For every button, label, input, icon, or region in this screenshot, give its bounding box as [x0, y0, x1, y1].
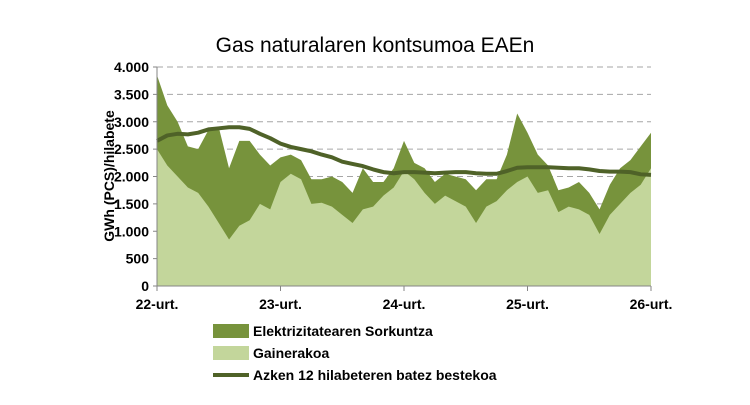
x-tick-label: 25-urt. — [506, 296, 549, 312]
y-tick-label: 4.000 — [114, 59, 149, 75]
chart-title: Gas naturalaren kontsumoa EAEn — [216, 34, 535, 57]
y-tick-label: 1.000 — [114, 223, 149, 239]
y-tick-label: 500 — [126, 251, 150, 267]
legend-label-average: Azken 12 hilabeteren batez bestekoa — [253, 367, 497, 383]
y-axis-label: GWh (PCS)/hilabete — [101, 110, 117, 242]
legend-label-gainerakoa: Gainerakoa — [253, 345, 329, 361]
x-tick-label: 22-urt. — [136, 296, 179, 312]
line-12-month-average — [156, 125, 652, 177]
x-tick-label: 24-urt. — [383, 296, 426, 312]
y-tick-label: 2.000 — [114, 169, 149, 185]
legend-label-elektrizitatearen-sorkuntza: Elektrizitatearen Sorkuntza — [253, 323, 433, 339]
y-tick-label: 2.500 — [114, 141, 149, 157]
x-tick-label: 23-urt. — [259, 296, 302, 312]
y-tick-label: 0 — [141, 278, 149, 294]
legend-swatch-gainerakoa — [213, 346, 249, 360]
y-tick-label: 1.500 — [114, 196, 149, 212]
legend-swatch-elektrizitatearen-sorkuntza — [213, 324, 249, 338]
x-tick-label: 26-urt. — [630, 296, 673, 312]
area-gainerakoa — [157, 149, 651, 286]
y-tick-label: 3.000 — [114, 114, 149, 130]
y-tick-label: 3.500 — [114, 86, 149, 102]
